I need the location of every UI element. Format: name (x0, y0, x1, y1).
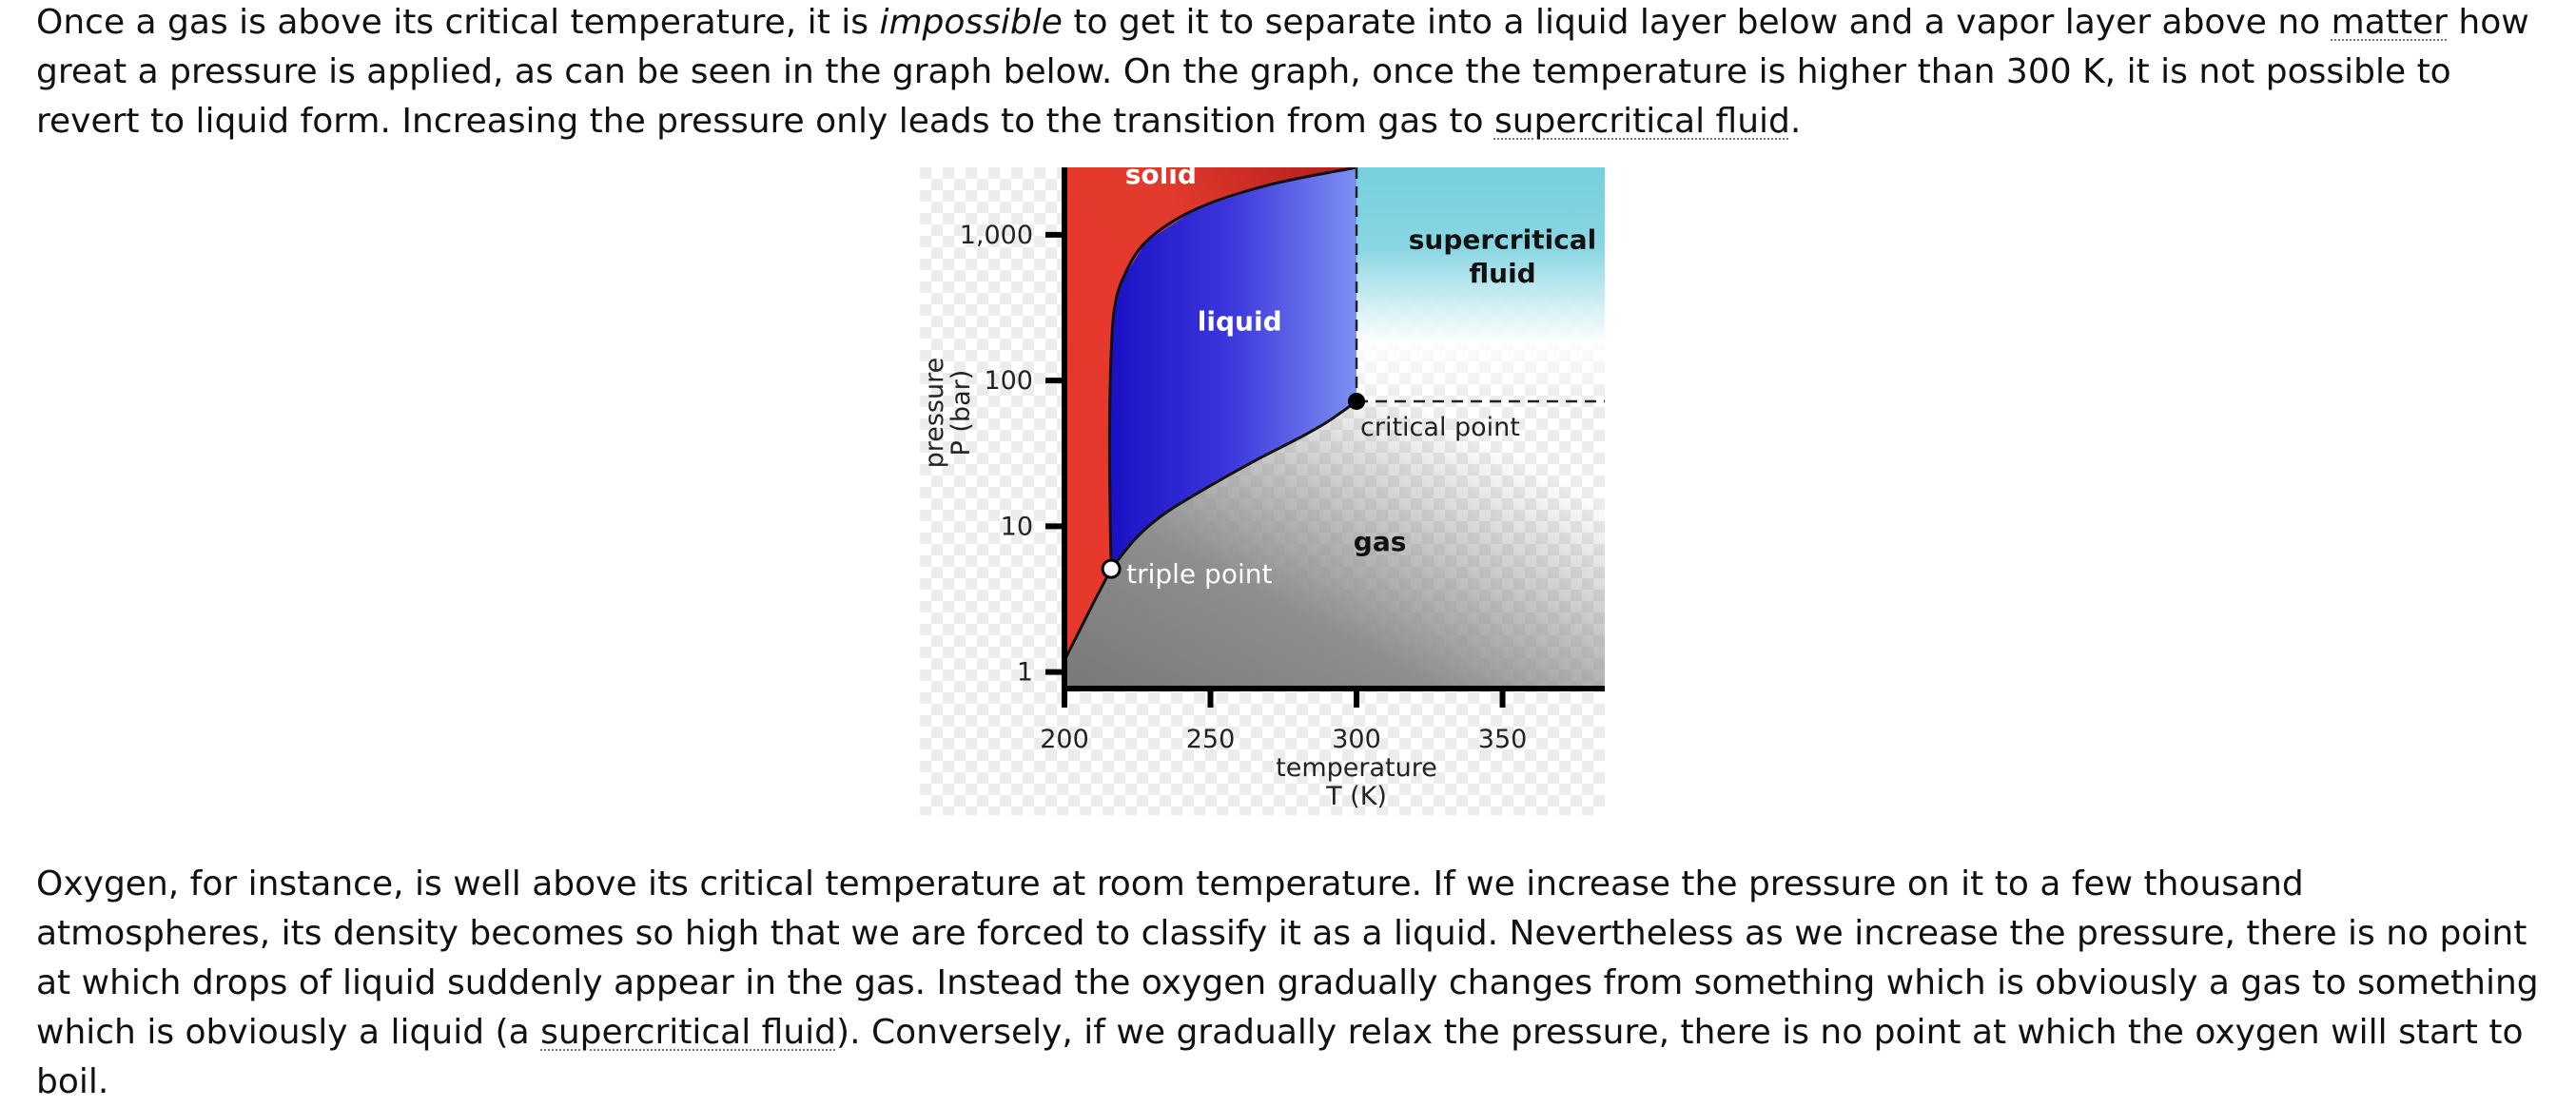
y-axis-unit: P (bar) (946, 370, 976, 456)
sublimation-curve (1063, 568, 1113, 662)
critical-point-label: critical point (1360, 413, 1520, 442)
x-tick-label: 250 (1186, 725, 1236, 754)
gas-label: gas (1354, 526, 1407, 557)
x-axis-title: temperature (1276, 753, 1437, 783)
x-tick-label: 350 (1478, 725, 1528, 754)
x-axis-unit: T (K) (1325, 782, 1387, 811)
supercritical-region (1356, 167, 1605, 401)
liquid-region (1109, 167, 1356, 570)
emphasis-impossible: impossible (879, 3, 1063, 42)
intro-paragraph: Once a gas is above its critical tempera… (36, 0, 2547, 146)
triple-point-marker (1101, 558, 1122, 579)
solid-label: solid (1125, 167, 1197, 190)
y-tick-label: 1 (1017, 658, 1033, 688)
y-tick-label: 10 (1001, 512, 1033, 541)
glossary-link-supercritical-fluid[interactable]: supercritical fluid (1493, 102, 1790, 141)
fusion-curve (1107, 167, 1357, 570)
intro-text-4: . (1789, 102, 1802, 141)
glossary-link-matter[interactable]: matter (2331, 3, 2448, 42)
triple-point-label: triple point (1126, 558, 1272, 590)
oxygen-text-1: Oxygen, for instance, is well above its … (36, 864, 2539, 1052)
glossary-link-supercritical-fluid-2[interactable]: supercritical fluid (540, 1013, 837, 1052)
fluid-label: fluid (1469, 258, 1535, 289)
solid-region (1064, 167, 1356, 661)
x-tick-label: 200 (1040, 725, 1089, 754)
intro-text-2: to get it to separate into a liquid laye… (1062, 3, 2332, 42)
gas-region (1064, 401, 1605, 689)
y-axis-title: pressure (920, 358, 949, 469)
vaporization-curve (1109, 399, 1357, 571)
phase-diagram-figure: 200 250 300 350 1 10 100 1,000 temperature T (K) p… (920, 167, 1605, 815)
critical-point-marker (1348, 392, 1366, 410)
supercritical-label: supercritical (1409, 224, 1597, 256)
y-tick-label: 100 (984, 366, 1033, 396)
x-tick-label: 300 (1332, 725, 1381, 754)
intro-text-1: Once a gas is above its critical tempera… (36, 3, 880, 42)
y-tick-label: 1,000 (960, 221, 1033, 250)
oxygen-paragraph: Oxygen, for instance, is well above its … (36, 860, 2547, 1107)
intro-text-3: how great a pressure is applied, as can … (36, 3, 2529, 141)
liquid-label: liquid (1198, 306, 1282, 338)
